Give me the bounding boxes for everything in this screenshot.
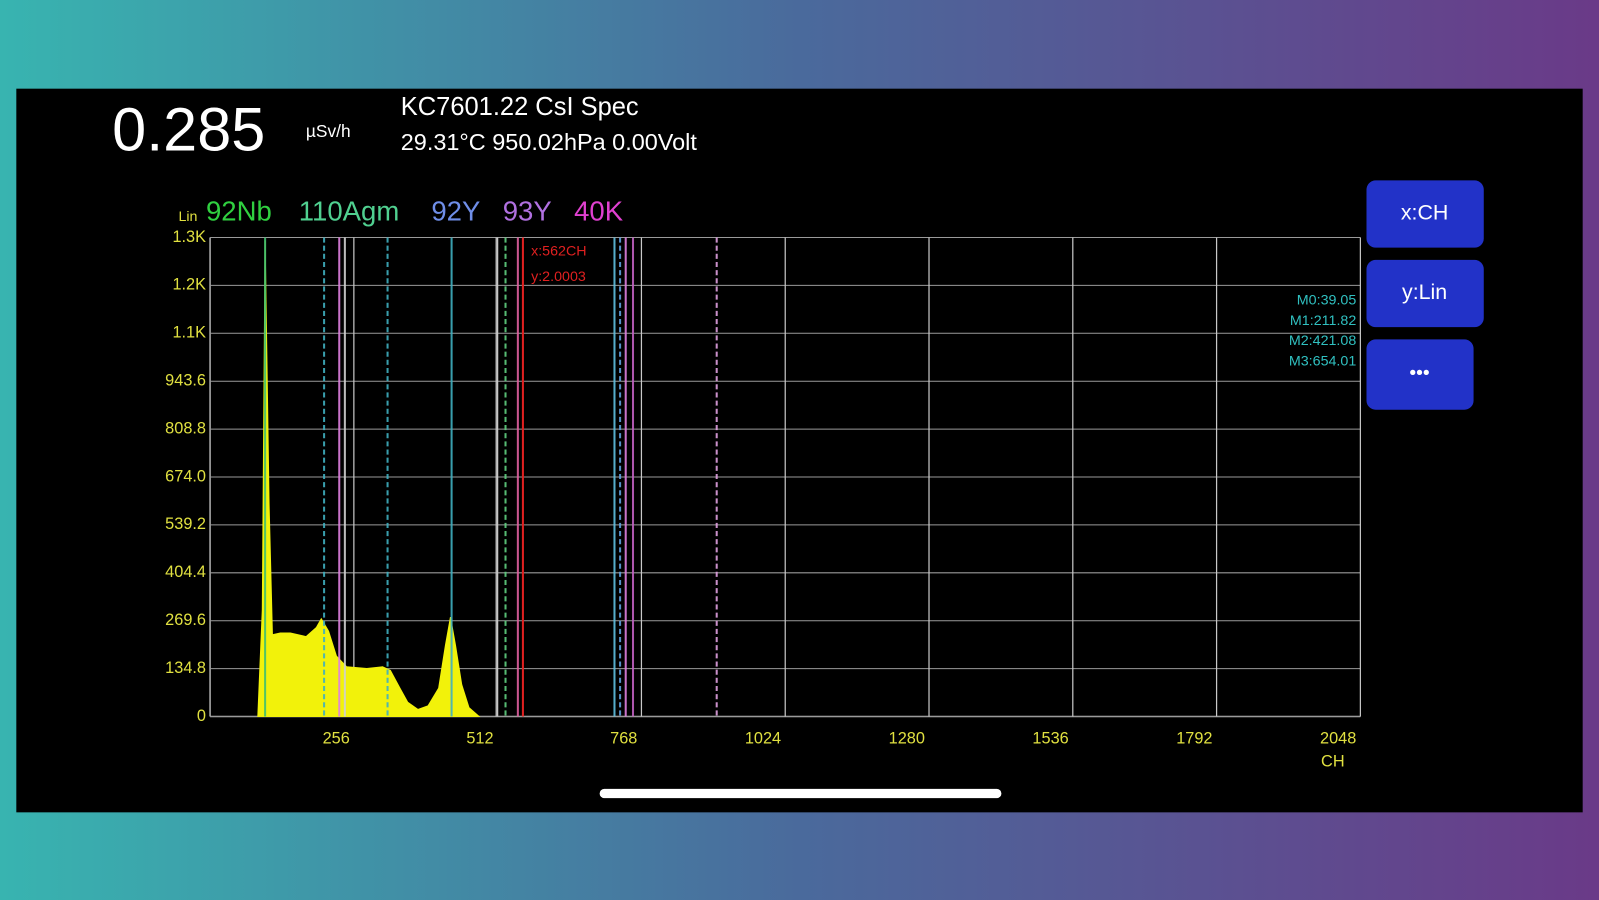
button[interactable]: x:CH bbox=[1366, 180, 1484, 248]
y-tick-label: 1.3K bbox=[172, 228, 206, 246]
peak-label: M2:421.08 bbox=[1289, 333, 1356, 349]
button-label[interactable]: x:CH bbox=[1401, 201, 1449, 225]
button-label[interactable]: ••• bbox=[1409, 362, 1430, 384]
cursor-y-label: y:2.0003 bbox=[531, 269, 586, 285]
x-tick-label: 768 bbox=[610, 729, 637, 747]
y-tick-label: 808.8 bbox=[165, 419, 206, 437]
legend-entry: 40K bbox=[574, 195, 624, 226]
cursor-x-label: x:562CH bbox=[531, 244, 587, 260]
y-tick-label: 674.0 bbox=[165, 467, 206, 485]
home-indicator bbox=[599, 788, 1002, 799]
peak-label: M0:39.05 bbox=[1297, 292, 1357, 308]
button-label[interactable]: y:Lin bbox=[1402, 280, 1447, 304]
button[interactable]: ••• bbox=[1366, 339, 1474, 410]
dose-unit: µSv/h bbox=[306, 121, 351, 141]
y-tick-label: 1.1K bbox=[172, 324, 206, 342]
plot: 0 134.8 269.6 404.4 539.2 674.0 808.8 943.6 1.1K… bbox=[165, 195, 1361, 747]
y-tick-label: 0 bbox=[197, 707, 206, 725]
button-bg[interactable] bbox=[1366, 180, 1484, 248]
y-tick-label: 404.4 bbox=[165, 563, 206, 581]
button-bg[interactable] bbox=[1366, 259, 1484, 328]
peak-label: M1:211.82 bbox=[1290, 313, 1356, 329]
device-name: KC7601.22 CsI Spec bbox=[401, 93, 639, 121]
dose-rate: 0.285 bbox=[112, 96, 265, 164]
y-tick-label: 943.6 bbox=[165, 372, 206, 390]
x-tick-label: 2048 bbox=[1320, 729, 1356, 747]
x-axis-label: CH bbox=[1321, 753, 1345, 771]
peak-label: M3:654.01 bbox=[1289, 354, 1356, 370]
legend-entry: 92Y bbox=[431, 195, 480, 226]
x-tick-label: 1024 bbox=[745, 729, 781, 747]
legend-mode: Lin bbox=[178, 209, 197, 225]
x-tick-label: 256 bbox=[323, 729, 350, 747]
x-tick-label: 1792 bbox=[1176, 729, 1212, 747]
y-tick-label: 269.6 bbox=[165, 611, 206, 629]
y-tick-label: 1.2K bbox=[172, 276, 206, 294]
y-tick-label: 134.8 bbox=[165, 659, 206, 677]
legend-entry: 92Nb bbox=[206, 195, 272, 226]
x-tick-label: 512 bbox=[466, 729, 493, 747]
x-tick-label: 1536 bbox=[1032, 729, 1068, 747]
spectrum-area bbox=[257, 240, 481, 718]
y-tick-label: 539.2 bbox=[165, 515, 206, 533]
device-status: 29.31°C 950.02hPa 0.00Volt bbox=[401, 129, 698, 155]
legend-entry: 93Y bbox=[503, 195, 552, 226]
x-tick-label: 1280 bbox=[889, 729, 925, 747]
button-bg[interactable] bbox=[1366, 339, 1474, 410]
legend-entry: 110Agm bbox=[299, 195, 399, 226]
button[interactable]: y:Lin bbox=[1366, 259, 1484, 328]
